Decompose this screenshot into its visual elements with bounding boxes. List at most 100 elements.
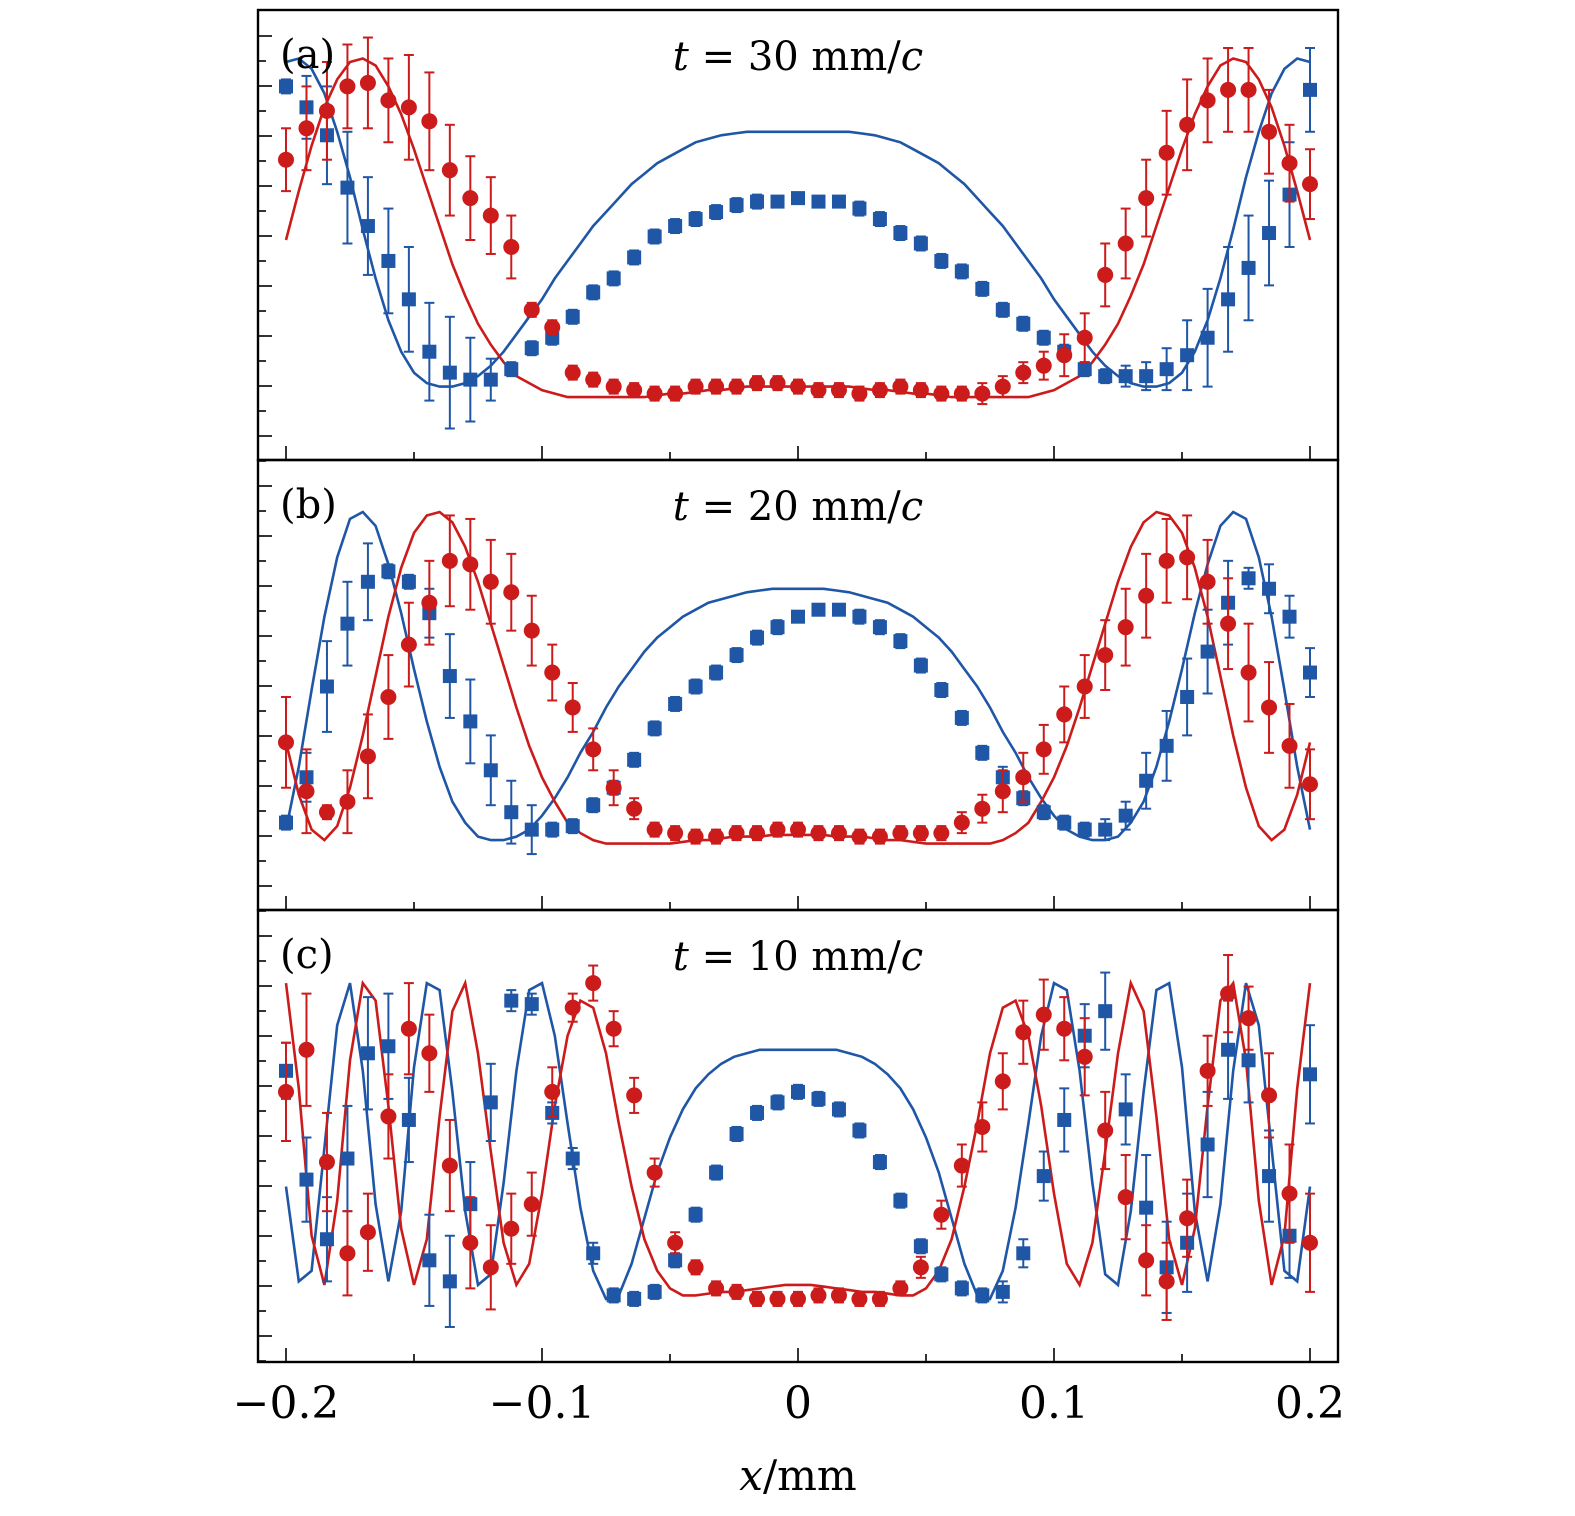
data-point-square — [463, 714, 478, 729]
data-point-square — [299, 1172, 314, 1187]
data-point-square — [913, 658, 928, 673]
data-point-circle — [1220, 615, 1237, 632]
data-point-square — [975, 1288, 990, 1303]
fit-curve-red — [284, 57, 1312, 399]
data-point-square — [545, 822, 560, 837]
x-tick-label: −0.2 — [233, 1378, 340, 1429]
panel-label: (b) — [280, 482, 337, 528]
data-point-square — [1180, 689, 1195, 704]
data-point-square — [1118, 1102, 1133, 1117]
data-point-circle — [1281, 1185, 1298, 1202]
x-tick-label: 0.1 — [1019, 1378, 1089, 1429]
data-point-square — [401, 292, 416, 307]
data-point-square — [1282, 609, 1297, 624]
data-point-square — [688, 679, 703, 694]
data-point-circle — [441, 552, 458, 569]
data-point-circle — [1138, 190, 1155, 207]
data-point-circle — [605, 1020, 622, 1037]
data-point-circle — [1138, 1252, 1155, 1269]
data-point-square — [586, 798, 601, 813]
data-point-square — [524, 341, 539, 356]
data-point-square — [1139, 369, 1154, 384]
data-point-circle — [728, 378, 745, 395]
data-point-square — [1262, 581, 1277, 596]
data-point-circle — [318, 1154, 335, 1171]
data-point-square — [811, 194, 826, 209]
data-point-square — [1221, 292, 1236, 307]
data-point-square — [1077, 362, 1092, 377]
data-point-circle — [523, 1196, 540, 1213]
panel-title-var: t — [673, 484, 690, 530]
data-point-circle — [769, 375, 786, 392]
data-point-circle — [1240, 1010, 1257, 1027]
data-point-square — [770, 620, 785, 635]
data-point-circle — [1158, 144, 1175, 161]
data-point-circle — [749, 1290, 766, 1307]
data-point-circle — [626, 800, 643, 817]
data-point-circle — [1097, 266, 1114, 283]
data-point-circle — [749, 825, 766, 842]
data-point-square — [1139, 773, 1154, 788]
data-point-square — [1200, 330, 1215, 345]
data-point-circle — [482, 207, 499, 224]
data-point-square — [852, 1123, 867, 1138]
data-point-square — [750, 1105, 765, 1120]
fit-curve-blue — [284, 981, 1312, 1301]
data-point-circle — [462, 190, 479, 207]
data-point-square — [893, 226, 908, 241]
data-point-circle — [1158, 1273, 1175, 1290]
data-point-circle — [482, 573, 499, 590]
data-point-square — [319, 679, 334, 694]
data-point-circle — [503, 238, 520, 255]
data-point-circle — [462, 556, 479, 573]
data-point-circle — [1179, 1210, 1196, 1227]
data-point-circle — [298, 783, 315, 800]
data-point-square — [565, 819, 580, 834]
data-point-circle — [503, 584, 520, 601]
data-point-square — [1303, 1067, 1317, 1082]
data-point-circle — [728, 1283, 745, 1300]
data-point-square — [463, 372, 478, 387]
panel-title-value: = 30 mm/ — [689, 34, 901, 80]
data-point-square — [729, 198, 744, 213]
data-point-circle — [585, 975, 602, 992]
data-point-circle — [667, 1234, 684, 1251]
data-point-circle — [974, 385, 991, 402]
data-point-square — [279, 815, 293, 830]
data-point-square — [852, 609, 867, 624]
data-point-square — [1057, 815, 1072, 830]
data-point-square — [442, 1274, 457, 1289]
data-point-square — [340, 1151, 355, 1166]
data-point-square — [975, 281, 990, 296]
data-point-circle — [523, 301, 540, 318]
data-point-circle — [728, 825, 745, 842]
data-point-square — [1200, 1137, 1215, 1152]
data-point-circle — [810, 825, 827, 842]
data-point-circle — [708, 828, 725, 845]
data-point-circle — [1281, 737, 1298, 754]
data-point-square — [565, 1151, 580, 1166]
data-point-circle — [626, 1087, 643, 1104]
fit-curve-blue — [284, 510, 1312, 842]
data-point-square — [1098, 822, 1113, 837]
data-point-circle — [933, 385, 950, 402]
data-point-square — [913, 1239, 928, 1254]
data-point-square — [340, 180, 355, 195]
data-point-circle — [830, 825, 847, 842]
data-point-square — [750, 630, 765, 645]
data-point-circle — [605, 378, 622, 395]
data-point-circle — [1261, 123, 1278, 140]
data-point-square — [872, 620, 887, 635]
data-point-circle — [892, 378, 909, 395]
data-point-circle — [1015, 1024, 1032, 1041]
data-point-circle — [1138, 587, 1155, 604]
data-point-circle — [974, 800, 991, 817]
data-point-square — [647, 1284, 662, 1299]
data-point-square — [770, 194, 785, 209]
data-point-square — [791, 609, 805, 624]
data-point-square — [483, 1095, 498, 1110]
data-point-circle — [1261, 699, 1278, 716]
data-point-circle — [278, 151, 294, 168]
data-point-circle — [1179, 116, 1196, 133]
data-point-circle — [769, 1290, 786, 1307]
